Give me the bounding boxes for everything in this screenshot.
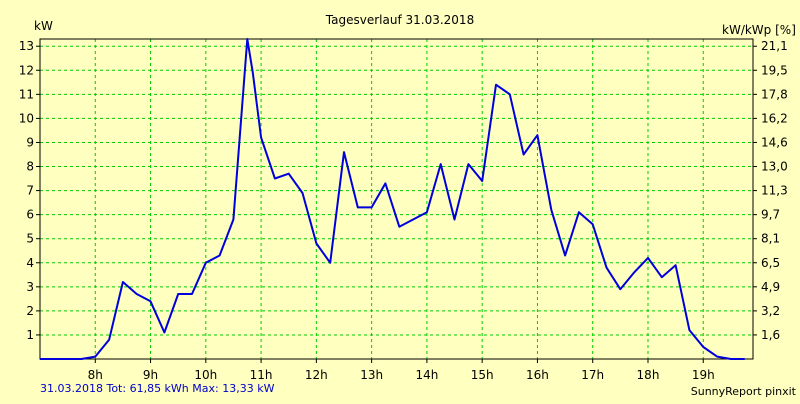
y-tick-label-left: 5: [26, 232, 34, 246]
series-line-kw: [40, 38, 745, 360]
y-tick-label-right: 13,0: [761, 160, 788, 174]
grid-layer: [40, 39, 753, 359]
x-tick-label: 12h: [305, 368, 328, 382]
y-tick-label-right: 6,5: [761, 256, 780, 270]
y-tick-label-right: 14,6: [761, 135, 788, 149]
y-axis-label-left: kW: [34, 19, 53, 33]
x-tick-label: 14h: [415, 368, 438, 382]
y-tick-label-right: 16,2: [761, 111, 788, 125]
y-tick-label-left: 3: [26, 280, 34, 294]
x-tick-label: 9h: [143, 368, 158, 382]
y-tick-label-left: 12: [19, 63, 34, 77]
x-tick-label: 16h: [526, 368, 549, 382]
y-tick-label-left: 9: [26, 135, 34, 149]
y-tick-label-right: 8,1: [761, 232, 780, 246]
y-tick-label-left: 7: [26, 184, 34, 198]
y-tick-label-left: 8: [26, 160, 34, 174]
x-tick-label: 13h: [360, 368, 383, 382]
x-tick-label: 8h: [88, 368, 103, 382]
y-tick-label-right: 17,8: [761, 87, 788, 101]
x-tick-label: 17h: [581, 368, 604, 382]
plot-frame: [39, 38, 754, 360]
footer-summary: 31.03.2018 Tot: 61,85 kWh Max: 13,33 kW: [40, 382, 275, 395]
y-tick-label-left: 13: [19, 39, 34, 53]
y-tick-label-right: 9,7: [761, 208, 780, 222]
tick-layer: 1 1,6 2 3,2 3 4,9 4 6,5 5 8,1 6 9,7 7 11,3 8 13,0 9 14,6 1…: [19, 39, 788, 382]
y-tick-label-left: 6: [26, 208, 34, 222]
y-tick-label-right: 1,6: [761, 328, 780, 342]
footer-brand: SunnyReport pinxit: [691, 385, 797, 398]
chart-title: Tagesverlauf 31.03.2018: [325, 13, 474, 27]
y-tick-label-right: 21,1: [761, 39, 788, 53]
y-tick-label-right: 19,5: [761, 63, 788, 77]
y-tick-label-right: 3,2: [761, 304, 780, 318]
y-axis-label-right: kW/kWp [%]: [722, 23, 796, 37]
y-tick-label-left: 10: [19, 111, 34, 125]
y-tick-label-left: 4: [26, 256, 34, 270]
x-tick-label: 11h: [250, 368, 273, 382]
y-tick-label-left: 1: [26, 328, 34, 342]
y-tick-label-left: 11: [19, 87, 34, 101]
x-tick-label: 19h: [692, 368, 715, 382]
y-tick-label-right: 11,3: [761, 184, 788, 198]
x-tick-label: 18h: [637, 368, 660, 382]
y-tick-label-right: 4,9: [761, 280, 780, 294]
series-layer: [40, 38, 745, 360]
y-tick-label-left: 2: [26, 304, 34, 318]
x-tick-label: 10h: [194, 368, 217, 382]
x-tick-label: 15h: [471, 368, 494, 382]
